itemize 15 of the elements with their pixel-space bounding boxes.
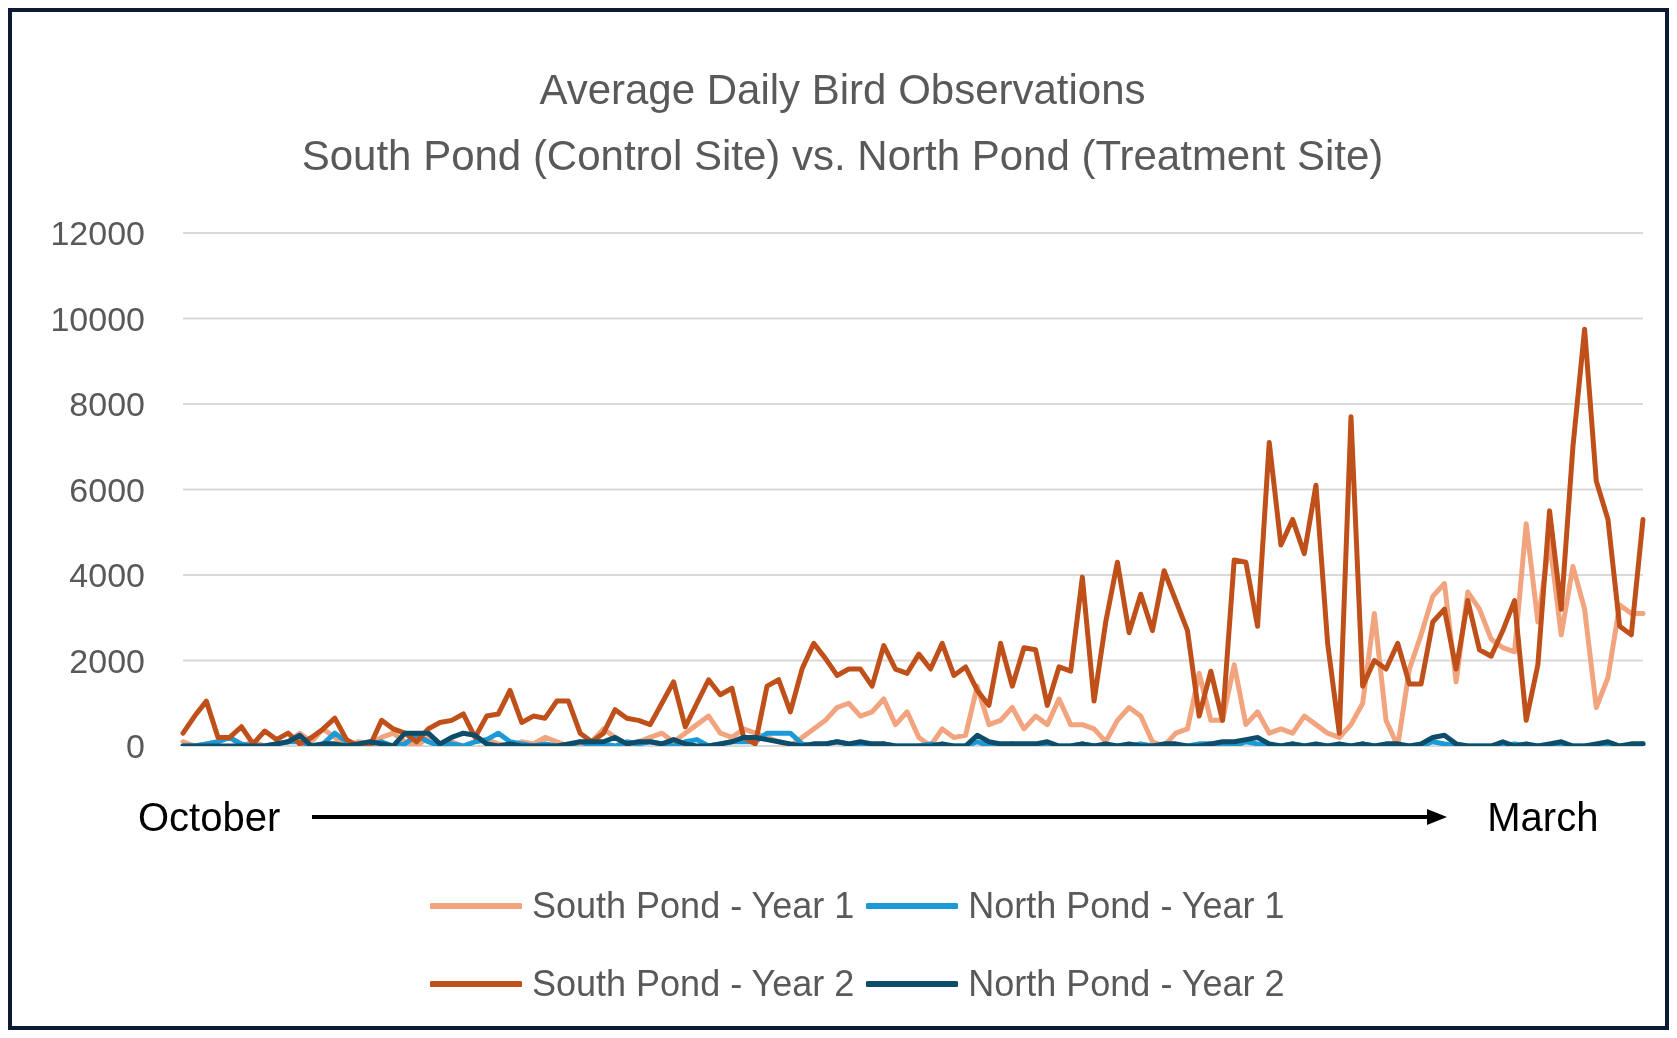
y-tick-label: 4000	[69, 556, 145, 595]
y-tick-label: 12000	[50, 214, 145, 253]
y-tick-label: 2000	[69, 641, 145, 680]
y-tick-label: 10000	[50, 299, 145, 338]
legend-label: South Pond - Year 2	[532, 963, 855, 1005]
y-tick-label: 6000	[69, 470, 145, 509]
legend-label: North Pond - Year 1	[968, 885, 1285, 927]
text: October	[138, 794, 281, 840]
legend-label: North Pond - Year 2	[968, 963, 1285, 1005]
text: March	[1487, 794, 1599, 840]
chart-title: Average Daily Bird Observations	[538, 65, 1147, 115]
y-tick-label: 8000	[69, 385, 145, 424]
y-tick-label: 0	[126, 727, 145, 766]
legend-label: South Pond - Year 1	[532, 885, 855, 927]
chart-subtitle: South Pond (Control Site) vs. North Pond (Treatment Site)	[300, 131, 1385, 181]
